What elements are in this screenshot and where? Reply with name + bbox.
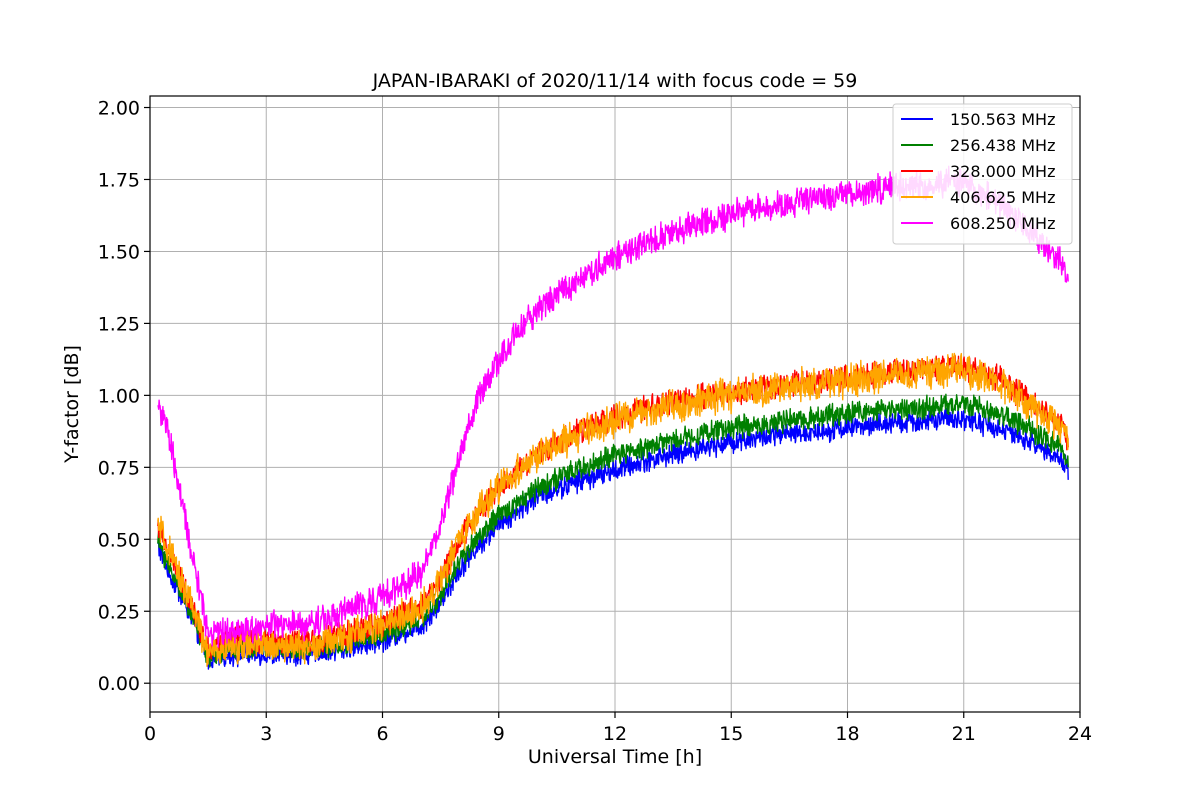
x-tick-label: 3 — [260, 723, 272, 745]
chart-title: JAPAN-IBARAKI of 2020/11/14 with focus c… — [372, 70, 858, 92]
x-tick-label: 18 — [835, 723, 859, 745]
y-tick-label: 1.75 — [98, 169, 140, 191]
legend: 150.563 MHz 256.438 MHz 328.000 MHz 406.625… — [892, 103, 1073, 245]
legend-label: 150.563 MHz — [950, 110, 1055, 129]
y-axis-label: Y-factor [dB] — [61, 345, 83, 464]
series-line-4 — [157, 352, 1069, 667]
x-tick-label: 9 — [493, 723, 505, 745]
y-tick-label: 0.25 — [98, 601, 140, 623]
x-tick-label: 24 — [1068, 723, 1092, 745]
axis-ticks: 0 3 6 9 12 15 18 21 24 0.00 0.25 0.50 0.75 1.00 1.25 1.… — [98, 98, 1092, 745]
legend-label: 406.625 MHz — [950, 188, 1055, 207]
legend-label: 328.000 MHz — [950, 162, 1055, 181]
y-tick-label: 0.50 — [98, 529, 140, 551]
x-tick-label: 6 — [376, 723, 388, 745]
x-axis-label: Universal Time [h] — [528, 746, 702, 768]
y-tick-label: 2.00 — [98, 98, 140, 120]
x-tick-label: 15 — [719, 723, 743, 745]
x-tick-label: 21 — [952, 723, 976, 745]
y-tick-label: 1.50 — [98, 241, 140, 263]
legend-label: 256.438 MHz — [950, 136, 1055, 155]
y-tick-label: 1.00 — [98, 385, 140, 407]
y-tick-label: 1.25 — [98, 313, 140, 335]
y-tick-label: 0.00 — [98, 673, 140, 695]
y-tick-label: 0.75 — [98, 457, 140, 479]
legend-box — [892, 103, 1073, 245]
x-tick-label: 12 — [603, 723, 627, 745]
x-tick-label: 0 — [144, 723, 156, 745]
legend-label: 608.250 MHz — [950, 214, 1055, 233]
